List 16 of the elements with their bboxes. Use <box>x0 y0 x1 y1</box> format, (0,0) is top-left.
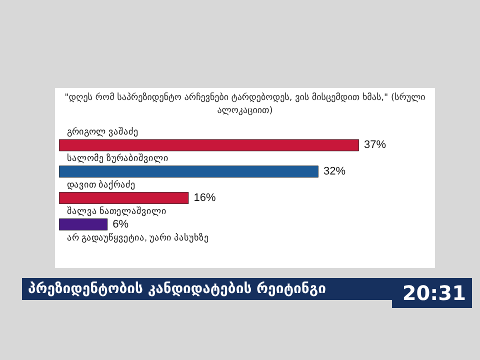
data-label: 37% <box>364 139 386 152</box>
bar <box>59 192 189 204</box>
data-label: 32% <box>323 166 346 178</box>
data-label: 6% <box>112 218 129 230</box>
text: 20:31 <box>392 278 472 308</box>
y-tick-label: სალომე ზურაბიშვილი <box>67 153 169 164</box>
chart-subtitle: "დღეს რომ საპრეზიდენტო არჩევნები ტარდებოდეს, ვის მისცემდით ხმას," (სრული ალოკაციით) <box>64 92 426 118</box>
y-tick-label: შალვა ნათელაშვილი <box>67 206 167 217</box>
bar <box>59 139 359 152</box>
text: პრეზიდენტობის კანდიდატების რეიტინგი <box>22 278 398 300</box>
y-tick-label: არ გადაუწყვეტია, უარი პასუხზე <box>67 232 210 244</box>
data-label: 16% <box>194 192 216 204</box>
bar <box>59 166 318 178</box>
bar <box>59 218 108 230</box>
y-tick-label: გრიგოლ ვაშაძე <box>67 126 139 138</box>
y-tick-label: დავით ბაქრაძე <box>67 180 136 190</box>
